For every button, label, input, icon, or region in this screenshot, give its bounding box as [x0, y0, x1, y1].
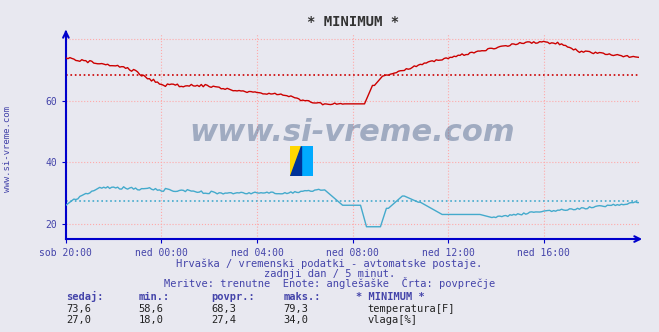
- Text: 68,3: 68,3: [211, 304, 236, 314]
- Text: zadnji dan / 5 minut.: zadnji dan / 5 minut.: [264, 269, 395, 279]
- Text: 27,0: 27,0: [66, 315, 91, 325]
- Text: 34,0: 34,0: [283, 315, 308, 325]
- Title: * MINIMUM *: * MINIMUM *: [306, 15, 399, 29]
- Text: maks.:: maks.:: [283, 292, 321, 302]
- Text: sedaj:: sedaj:: [66, 291, 103, 302]
- Text: 27,4: 27,4: [211, 315, 236, 325]
- Text: 73,6: 73,6: [66, 304, 91, 314]
- Text: povpr.:: povpr.:: [211, 292, 254, 302]
- Text: Meritve: trenutne  Enote: anglešaške  Črta: povprečje: Meritve: trenutne Enote: anglešaške Črta…: [164, 277, 495, 289]
- Text: www.si-vreme.com: www.si-vreme.com: [3, 106, 13, 193]
- Text: min.:: min.:: [138, 292, 169, 302]
- Text: * MINIMUM *: * MINIMUM *: [356, 292, 424, 302]
- Text: 18,0: 18,0: [138, 315, 163, 325]
- Polygon shape: [290, 146, 301, 176]
- Text: vlaga[%]: vlaga[%]: [368, 315, 418, 325]
- Text: 58,6: 58,6: [138, 304, 163, 314]
- Text: temperatura[F]: temperatura[F]: [368, 304, 455, 314]
- Bar: [301, 146, 313, 176]
- Bar: [290, 146, 301, 176]
- Text: www.si-vreme.com: www.si-vreme.com: [190, 118, 515, 146]
- Text: 79,3: 79,3: [283, 304, 308, 314]
- Text: Hrvaška / vremenski podatki - avtomatske postaje.: Hrvaška / vremenski podatki - avtomatske…: [177, 259, 482, 269]
